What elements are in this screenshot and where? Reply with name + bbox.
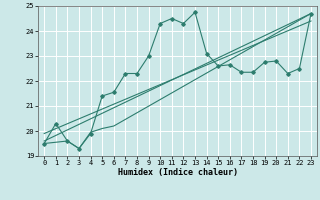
X-axis label: Humidex (Indice chaleur): Humidex (Indice chaleur) (118, 168, 238, 177)
